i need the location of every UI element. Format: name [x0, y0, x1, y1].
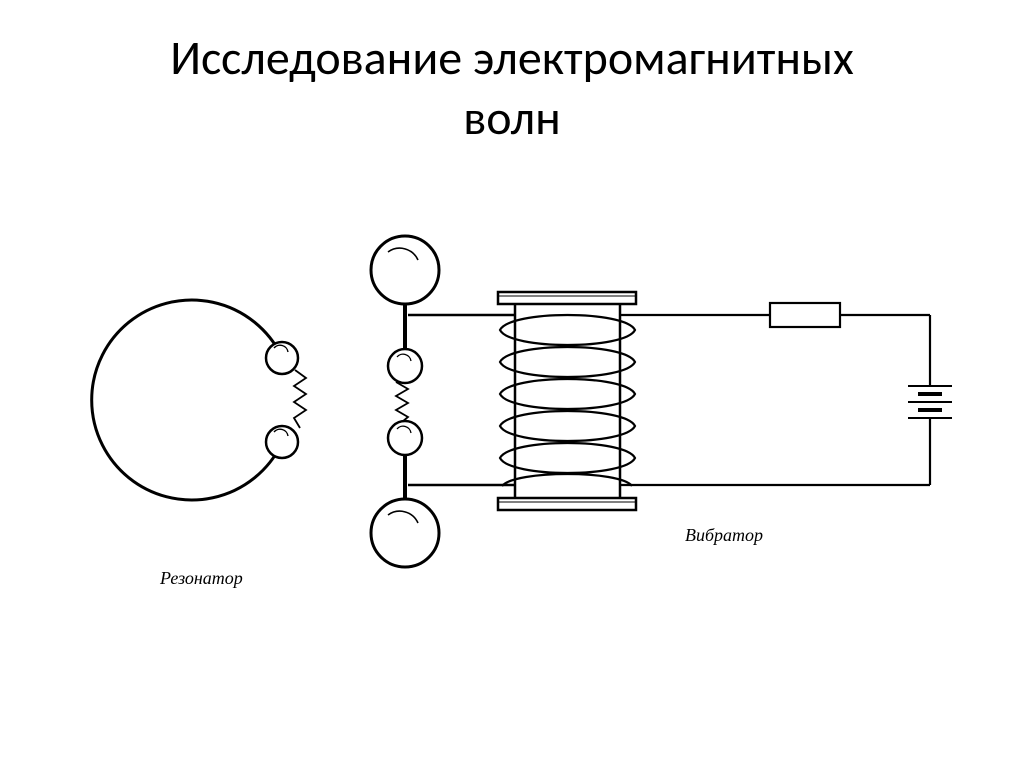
dipole-spark-gap	[396, 382, 408, 422]
dipole-bottom-sphere	[371, 499, 439, 567]
vibrator-label: Вибратор	[685, 525, 763, 546]
circuit	[620, 303, 952, 485]
resonator-sphere-top	[266, 342, 298, 374]
induction-coil	[498, 292, 636, 510]
battery	[908, 386, 952, 418]
coil-top-plate	[498, 292, 636, 304]
resonator-ring	[92, 300, 281, 500]
title-line-2: волн	[463, 88, 561, 147]
resistor	[770, 303, 840, 327]
resonator-sphere-bottom	[266, 426, 298, 458]
diagram-svg	[50, 200, 974, 620]
resonator-label: Резонатор	[160, 568, 243, 589]
dipole-top-sphere	[371, 236, 439, 304]
hertz-diagram: Резонатор Вибратор	[50, 200, 974, 620]
resonator-spark-gap	[294, 370, 306, 428]
page-title: Исследование электромагнитных волн	[0, 28, 1024, 148]
coil-bottom-plate	[498, 498, 636, 510]
title-line-1: Исследование электромагнитных	[170, 28, 854, 87]
vibrator-dipole	[371, 236, 439, 567]
resonator-group	[92, 300, 306, 500]
coil-turns	[500, 315, 635, 486]
